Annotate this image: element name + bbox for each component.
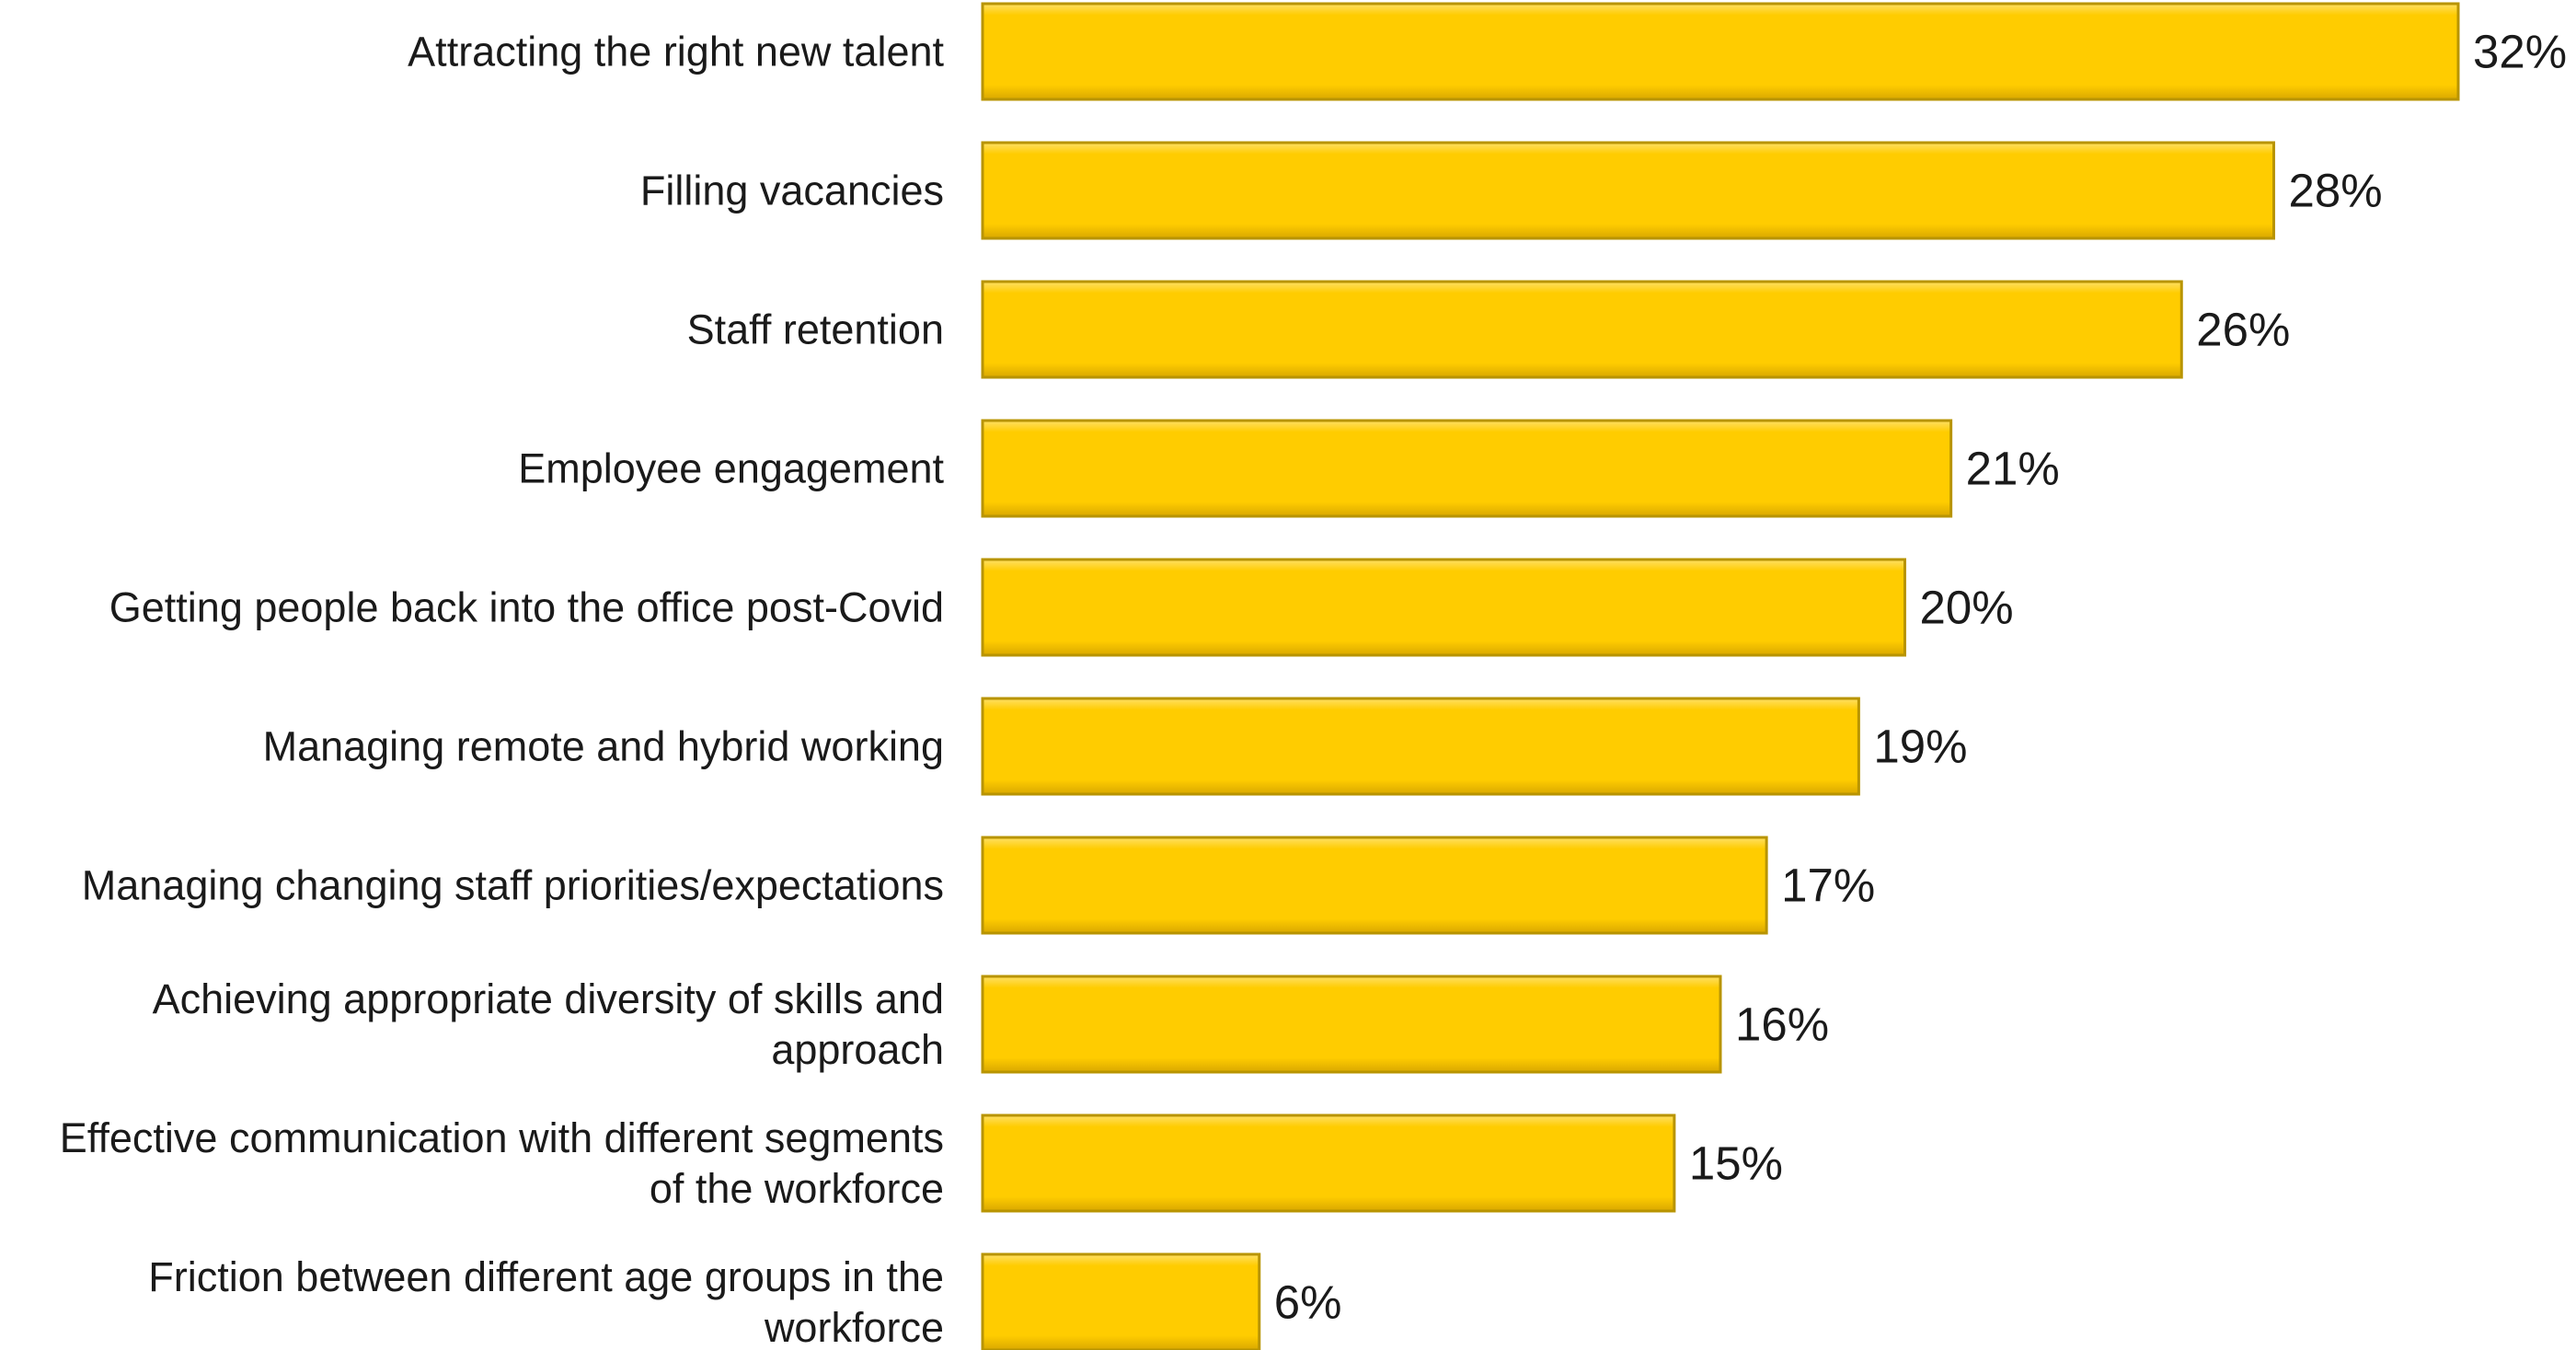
bar-4 [981,419,1953,518]
value-label-10: 6% [1274,1276,1342,1329]
value-label-9: 15% [1689,1137,1783,1190]
category-label-10: Friction between different age groups in… [148,1253,944,1350]
value-label-3: 26% [2196,304,2290,356]
bar-5 [981,558,1906,657]
value-labels: 32% 28% 26% 21% 20% 19% 17% 16% 15% 6% [1274,26,2567,1329]
bar-3 [981,280,2183,379]
value-label-4: 21% [1966,443,2060,495]
category-label-5: Getting people back into the office post… [109,584,944,631]
bar-1 [981,2,2460,101]
category-label-9: Effective communication with different s… [60,1114,944,1212]
category-label-2: Filling vacancies [640,167,944,214]
value-label-6: 19% [1873,721,1967,773]
category-label-1: Attracting the right new talent [408,29,944,75]
bars [981,2,2460,1350]
bar-2 [981,141,2275,240]
category-labels: Attracting the right new talent Filling v… [60,29,945,1350]
value-label-5: 20% [1920,582,2014,634]
bar-7 [981,836,1768,935]
category-label-4: Employee engagement [518,445,944,492]
bar-8 [981,975,1722,1074]
category-label-3: Staff retention [687,306,944,353]
value-label-7: 17% [1781,860,1875,912]
category-label-8: Achieving appropriate diversity of skill… [153,975,944,1073]
bar-10 [981,1252,1261,1350]
category-label-6: Managing remote and hybrid working [263,723,944,770]
category-label-7: Managing changing staff priorities/expec… [82,862,944,909]
value-label-2: 28% [2289,165,2383,217]
value-label-8: 16% [1735,998,1829,1051]
value-label-1: 32% [2473,26,2567,78]
bar-6 [981,697,1860,796]
bar-9 [981,1113,1676,1213]
